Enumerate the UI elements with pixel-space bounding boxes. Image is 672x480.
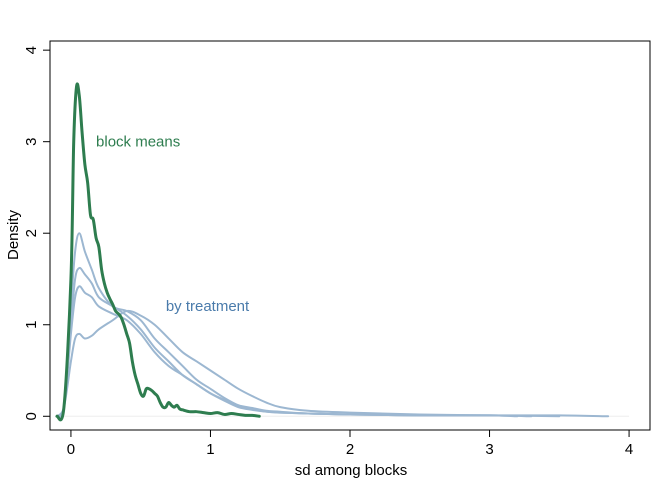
density-curves [55,82,630,422]
y-axis: 0 1 2 3 4 [23,46,50,420]
annotation-label: by treatment [166,298,250,315]
annotations: block means by treatment [96,133,250,315]
y-tick-label: 4 [23,46,40,54]
series-line-block-means [55,82,261,422]
series-line-by-treatment-1 [55,232,519,419]
x-tick-label: 4 [625,441,633,458]
y-tick-label: 3 [23,138,40,146]
x-tick-label: 2 [346,441,354,458]
x-axis-label: sd among blocks [295,462,408,479]
series-line-by-treatment-3 [55,285,561,418]
x-tick-label: 3 [485,441,493,458]
y-tick-label: 1 [23,321,40,329]
y-tick-label: 2 [23,229,40,237]
plot-frame [49,40,651,431]
annotation-label: block means [96,133,180,150]
x-tick-label: 0 [67,441,75,458]
x-tick-label: 1 [206,441,214,458]
y-axis-label: Density [5,209,22,260]
y-tick-label: 0 [23,412,40,420]
series-line-by-treatment-4 [55,309,610,418]
x-axis: 0 1 2 3 4 [67,430,633,458]
